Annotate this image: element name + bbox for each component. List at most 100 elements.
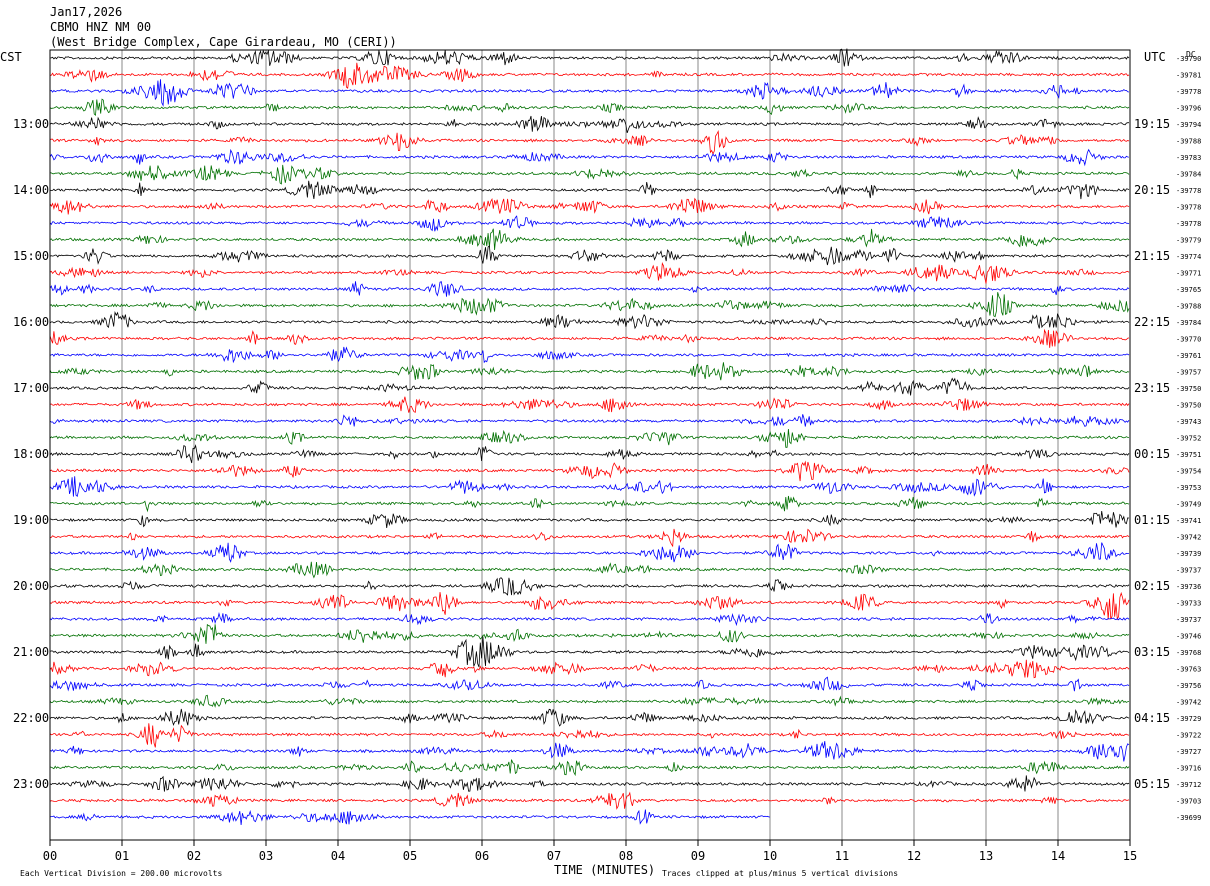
dc-offset-label: -39778 — [1176, 220, 1201, 228]
seismic-trace-12 — [49, 228, 1130, 251]
utc-hour-label: 22:15 — [1134, 315, 1170, 329]
dc-offset-label: -39746 — [1176, 633, 1201, 641]
seismic-trace-38 — [49, 659, 1130, 679]
seismic-trace-28 — [49, 495, 1130, 513]
dc-offset-label: -39703 — [1176, 798, 1201, 806]
seismic-trace-6 — [49, 130, 1130, 156]
seismic-trace-30 — [49, 528, 1130, 548]
seismic-trace-13 — [49, 245, 1130, 266]
seismic-trace-22 — [49, 396, 1130, 413]
dc-offset-label: -39753 — [1176, 484, 1201, 492]
dc-offset-label: -39778 — [1176, 187, 1201, 195]
cst-hour-label: 13:00 — [13, 117, 49, 131]
seismic-trace-4 — [49, 98, 1130, 116]
dc-offset-label: -39743 — [1176, 418, 1201, 426]
dc-offset-label: -39751 — [1176, 451, 1201, 459]
seismic-trace-25 — [49, 444, 1130, 464]
seismic-trace-47 — [49, 809, 770, 826]
x-axis-title: TIME (MINUTES) — [554, 863, 655, 877]
seismic-trace-27 — [49, 476, 1130, 498]
utc-hour-label: 04:15 — [1134, 711, 1170, 725]
dc-offset-label: -39778 — [1176, 88, 1201, 96]
seismic-trace-19 — [49, 346, 1130, 364]
utc-hour-label: 20:15 — [1134, 183, 1170, 197]
dc-offset-label: -39737 — [1176, 616, 1201, 624]
cst-hour-label: 22:00 — [13, 711, 49, 725]
dc-offset-label: -39741 — [1176, 517, 1201, 525]
seismic-trace-3 — [49, 79, 1130, 107]
seismic-trace-1 — [49, 48, 1130, 67]
dc-offset-label: -39727 — [1176, 748, 1201, 756]
seismic-trace-35 — [49, 611, 1130, 627]
cst-hour-label: 18:00 — [13, 447, 49, 461]
cst-hour-label: 14:00 — [13, 183, 49, 197]
dc-offset-label: -39779 — [1176, 237, 1201, 245]
seismic-trace-45 — [49, 775, 1130, 792]
seismic-trace-34 — [49, 591, 1130, 621]
dc-offset-label: -39783 — [1176, 154, 1201, 162]
seismic-trace-42 — [49, 723, 1130, 748]
seismic-trace-39 — [49, 676, 1130, 692]
dc-offset-label: -39722 — [1176, 732, 1201, 740]
dc-offset-label: -39781 — [1176, 72, 1201, 80]
dc-offset-label: -39716 — [1176, 765, 1201, 773]
dc-offset-label: -39750 — [1176, 385, 1201, 393]
footer-left-note: Each Vertical Division = 200.00 microvol… — [20, 869, 222, 878]
seismic-trace-18 — [49, 328, 1130, 348]
utc-hour-label: 19:15 — [1134, 117, 1170, 131]
dc-offset-label: -39757 — [1176, 369, 1201, 377]
seismic-trace-8 — [49, 164, 1130, 185]
cst-hour-label: 21:00 — [13, 645, 49, 659]
x-tick-label: 04 — [331, 849, 345, 863]
footer-right-note: Traces clipped at plus/minus 5 vertical … — [662, 869, 898, 878]
cst-hour-label: 16:00 — [13, 315, 49, 329]
utc-hour-label: 01:15 — [1134, 513, 1170, 527]
x-tick-label: 02 — [187, 849, 201, 863]
dc-offset-label: -39733 — [1176, 600, 1201, 608]
seismic-trace-44 — [49, 759, 1130, 777]
dc-offset-label: -39770 — [1176, 336, 1201, 344]
x-tick-label: 00 — [43, 849, 57, 863]
seismic-traces — [49, 48, 1130, 826]
dc-offset-label: -39778 — [1176, 204, 1201, 212]
seismic-trace-24 — [49, 428, 1130, 448]
dc-offset-label: -39788 — [1176, 303, 1201, 311]
x-tick-label: 05 — [403, 849, 417, 863]
seismic-trace-26 — [49, 460, 1130, 482]
dc-offset-label: -39784 — [1176, 171, 1201, 179]
x-tick-label: 11 — [835, 849, 849, 863]
seismic-trace-33 — [49, 577, 1130, 596]
left-axis-label: CST — [0, 50, 22, 64]
seismic-trace-21 — [49, 377, 1130, 396]
seismic-trace-37 — [49, 636, 1130, 668]
seismic-trace-16 — [49, 292, 1130, 318]
plot-frame — [49, 49, 1131, 841]
seismic-trace-23 — [49, 414, 1130, 427]
cst-hour-label: 20:00 — [13, 579, 49, 593]
dc-offset-label: -39712 — [1176, 781, 1201, 789]
seismic-trace-14 — [49, 261, 1130, 284]
dc-offset-label: -39737 — [1176, 567, 1201, 575]
seismic-trace-32 — [49, 561, 1130, 579]
dc-offset-label: -39752 — [1176, 435, 1201, 443]
utc-hour-label: 21:15 — [1134, 249, 1170, 263]
dc-offset-label: -39790 — [1176, 55, 1201, 63]
dc-offset-label: -39774 — [1176, 253, 1201, 261]
dc-offset-label: -39736 — [1176, 583, 1201, 591]
seismic-trace-17 — [49, 311, 1130, 330]
seismic-trace-20 — [49, 362, 1130, 381]
x-tick-label: 03 — [259, 849, 273, 863]
seismic-trace-40 — [49, 694, 1130, 708]
cst-hour-label: 15:00 — [13, 249, 49, 263]
dc-offset-label: -39784 — [1176, 319, 1201, 327]
seismic-trace-9 — [49, 180, 1130, 200]
dc-offset-label: -39729 — [1176, 715, 1201, 723]
seismic-trace-46 — [49, 791, 1130, 810]
seismic-trace-10 — [49, 197, 1130, 215]
axis-labels: 00 01 02 03 04 05 06 07 08 09 10 11 12 13 14 15 -39790 -3… — [13, 55, 1201, 863]
seismic-trace-11 — [49, 215, 1130, 232]
dc-offset-label: -39761 — [1176, 352, 1201, 360]
dc-offset-label: -39765 — [1176, 286, 1201, 294]
dc-offset-label: -39771 — [1176, 270, 1201, 278]
